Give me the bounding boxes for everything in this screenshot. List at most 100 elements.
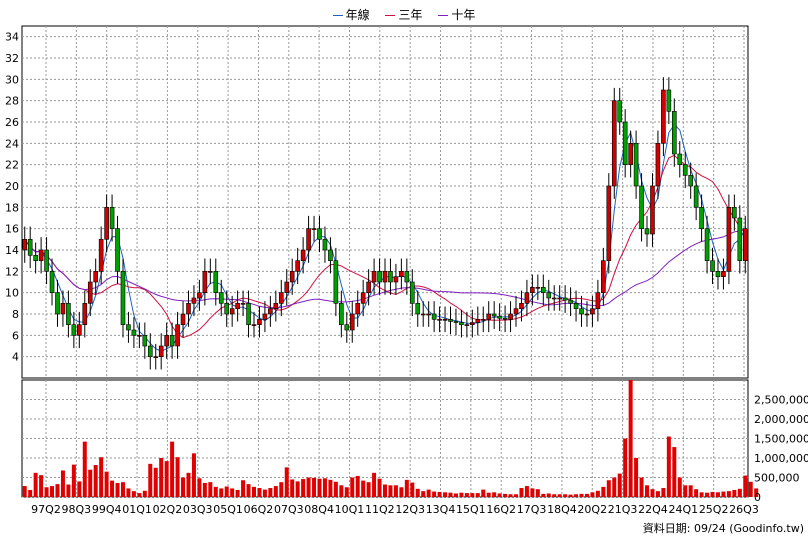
volume-bar <box>71 464 76 497</box>
volume-bar <box>590 492 595 497</box>
volume-bar <box>137 493 142 497</box>
candle-body <box>213 271 219 293</box>
candle-body <box>497 315 502 319</box>
volume-bar <box>481 489 486 497</box>
candle-body <box>202 271 208 293</box>
volume-bar <box>120 482 125 497</box>
volume-bar <box>672 447 677 497</box>
candle-body <box>98 239 104 272</box>
candle-body <box>349 313 355 331</box>
volume-bar <box>737 488 742 497</box>
volume-bar <box>202 482 207 497</box>
x-tick-label: 99Q4 <box>92 503 122 516</box>
data-date-footer: 資料日期: 09/24 (Goodinfo.tw) <box>642 522 804 535</box>
legend-swatch-ten-year <box>438 15 449 16</box>
legend-swatch-three-year <box>385 15 396 16</box>
candle-body <box>115 228 120 272</box>
candle-body <box>677 153 683 165</box>
volume-bar <box>514 494 519 497</box>
candle-body <box>459 322 464 325</box>
candle-body <box>257 319 262 325</box>
price-tick-label: 34 <box>5 31 19 44</box>
x-axis: 97Q2 98Q3 99Q4 01Q1 02Q2 03Q3 05Q1 06Q2 07Q3 08Q4… <box>31 503 759 516</box>
x-tick-label: 20Q2 <box>577 503 607 516</box>
volume-bar <box>77 481 82 497</box>
legend-item-ten-year[interactable]: 十年 <box>438 6 475 23</box>
volume-bar <box>634 458 639 497</box>
volume-bar <box>213 486 218 497</box>
volume-bar <box>470 493 475 497</box>
candle-body <box>415 303 421 315</box>
candle-body <box>218 292 224 304</box>
price-tick-label: 4 <box>12 351 19 364</box>
candle-body <box>584 313 590 316</box>
candle-body <box>666 89 672 112</box>
candle-body <box>475 319 481 323</box>
candle-body <box>49 271 55 293</box>
candle-body <box>606 185 612 261</box>
volume-bar <box>251 486 256 497</box>
x-tick-label: 11Q2 <box>365 503 395 516</box>
price-tick-label: 22 <box>5 159 19 172</box>
candle-body <box>142 335 148 347</box>
volume-bar <box>126 488 131 497</box>
volume-bar <box>421 491 426 497</box>
x-tick-label: 16Q2 <box>486 503 516 516</box>
candle-body <box>164 335 169 347</box>
volume-tick-label: 500,000 <box>754 472 800 485</box>
volume-bar <box>524 486 529 497</box>
volume-bar <box>503 493 508 497</box>
candle-body <box>426 313 431 316</box>
candle-body <box>120 271 126 325</box>
x-tick-label: 12Q3 <box>395 503 425 516</box>
volume-bar <box>721 491 726 497</box>
candle-body <box>519 303 524 309</box>
candle-body <box>573 303 579 309</box>
x-tick-label: 01Q1 <box>122 503 152 516</box>
volume-bar <box>55 484 60 497</box>
price-tick-label: 14 <box>5 244 19 257</box>
candle-body <box>470 322 475 325</box>
candle-body <box>732 207 737 219</box>
volume-tick-label: 2,500,000 <box>754 394 808 407</box>
candle-body <box>251 324 257 326</box>
legend: 年線 三年 十年 <box>0 6 808 23</box>
candle-body <box>344 324 350 331</box>
volume-bar <box>584 493 589 497</box>
price-axis: 4 6 8 10 12 14 16 18 20 22 24 26 28 30 32 34 <box>5 31 19 364</box>
candle-body <box>633 143 639 187</box>
volume-bar <box>399 487 404 497</box>
candle-body <box>278 292 284 304</box>
volume-bar <box>497 493 502 497</box>
price-tick-label: 8 <box>12 308 19 321</box>
volume-bar <box>683 485 688 497</box>
volume-bar <box>393 485 398 497</box>
volume-bar <box>110 480 115 497</box>
volume-bar <box>301 479 306 497</box>
legend-item-three-year[interactable]: 三年 <box>385 6 423 23</box>
x-tick-label: 08Q4 <box>304 503 334 516</box>
volume-bar <box>159 458 164 497</box>
candle-body <box>595 292 601 309</box>
volume-bar <box>197 478 202 497</box>
volume-bar <box>410 482 415 497</box>
legend-item-year-line[interactable]: 年線 <box>332 6 370 23</box>
x-tick-label: 24Q1 <box>668 503 698 516</box>
x-tick-label: 03Q3 <box>183 503 213 516</box>
candle-body <box>508 313 513 320</box>
candle-body <box>682 164 688 176</box>
price-grid <box>21 25 749 379</box>
x-tick-label: 21Q3 <box>608 503 638 516</box>
legend-swatch-year-line <box>332 15 343 16</box>
price-tick-label: 26 <box>5 116 19 129</box>
candle-body <box>87 281 93 304</box>
candle-body <box>448 319 453 322</box>
volume-bar <box>322 478 327 497</box>
candle-body <box>693 185 699 208</box>
candle-body <box>289 271 295 283</box>
candle-body <box>557 297 562 300</box>
candle-body <box>437 319 442 321</box>
candle-body <box>339 303 344 325</box>
candle-body <box>513 308 519 315</box>
volume-bar <box>623 438 628 497</box>
